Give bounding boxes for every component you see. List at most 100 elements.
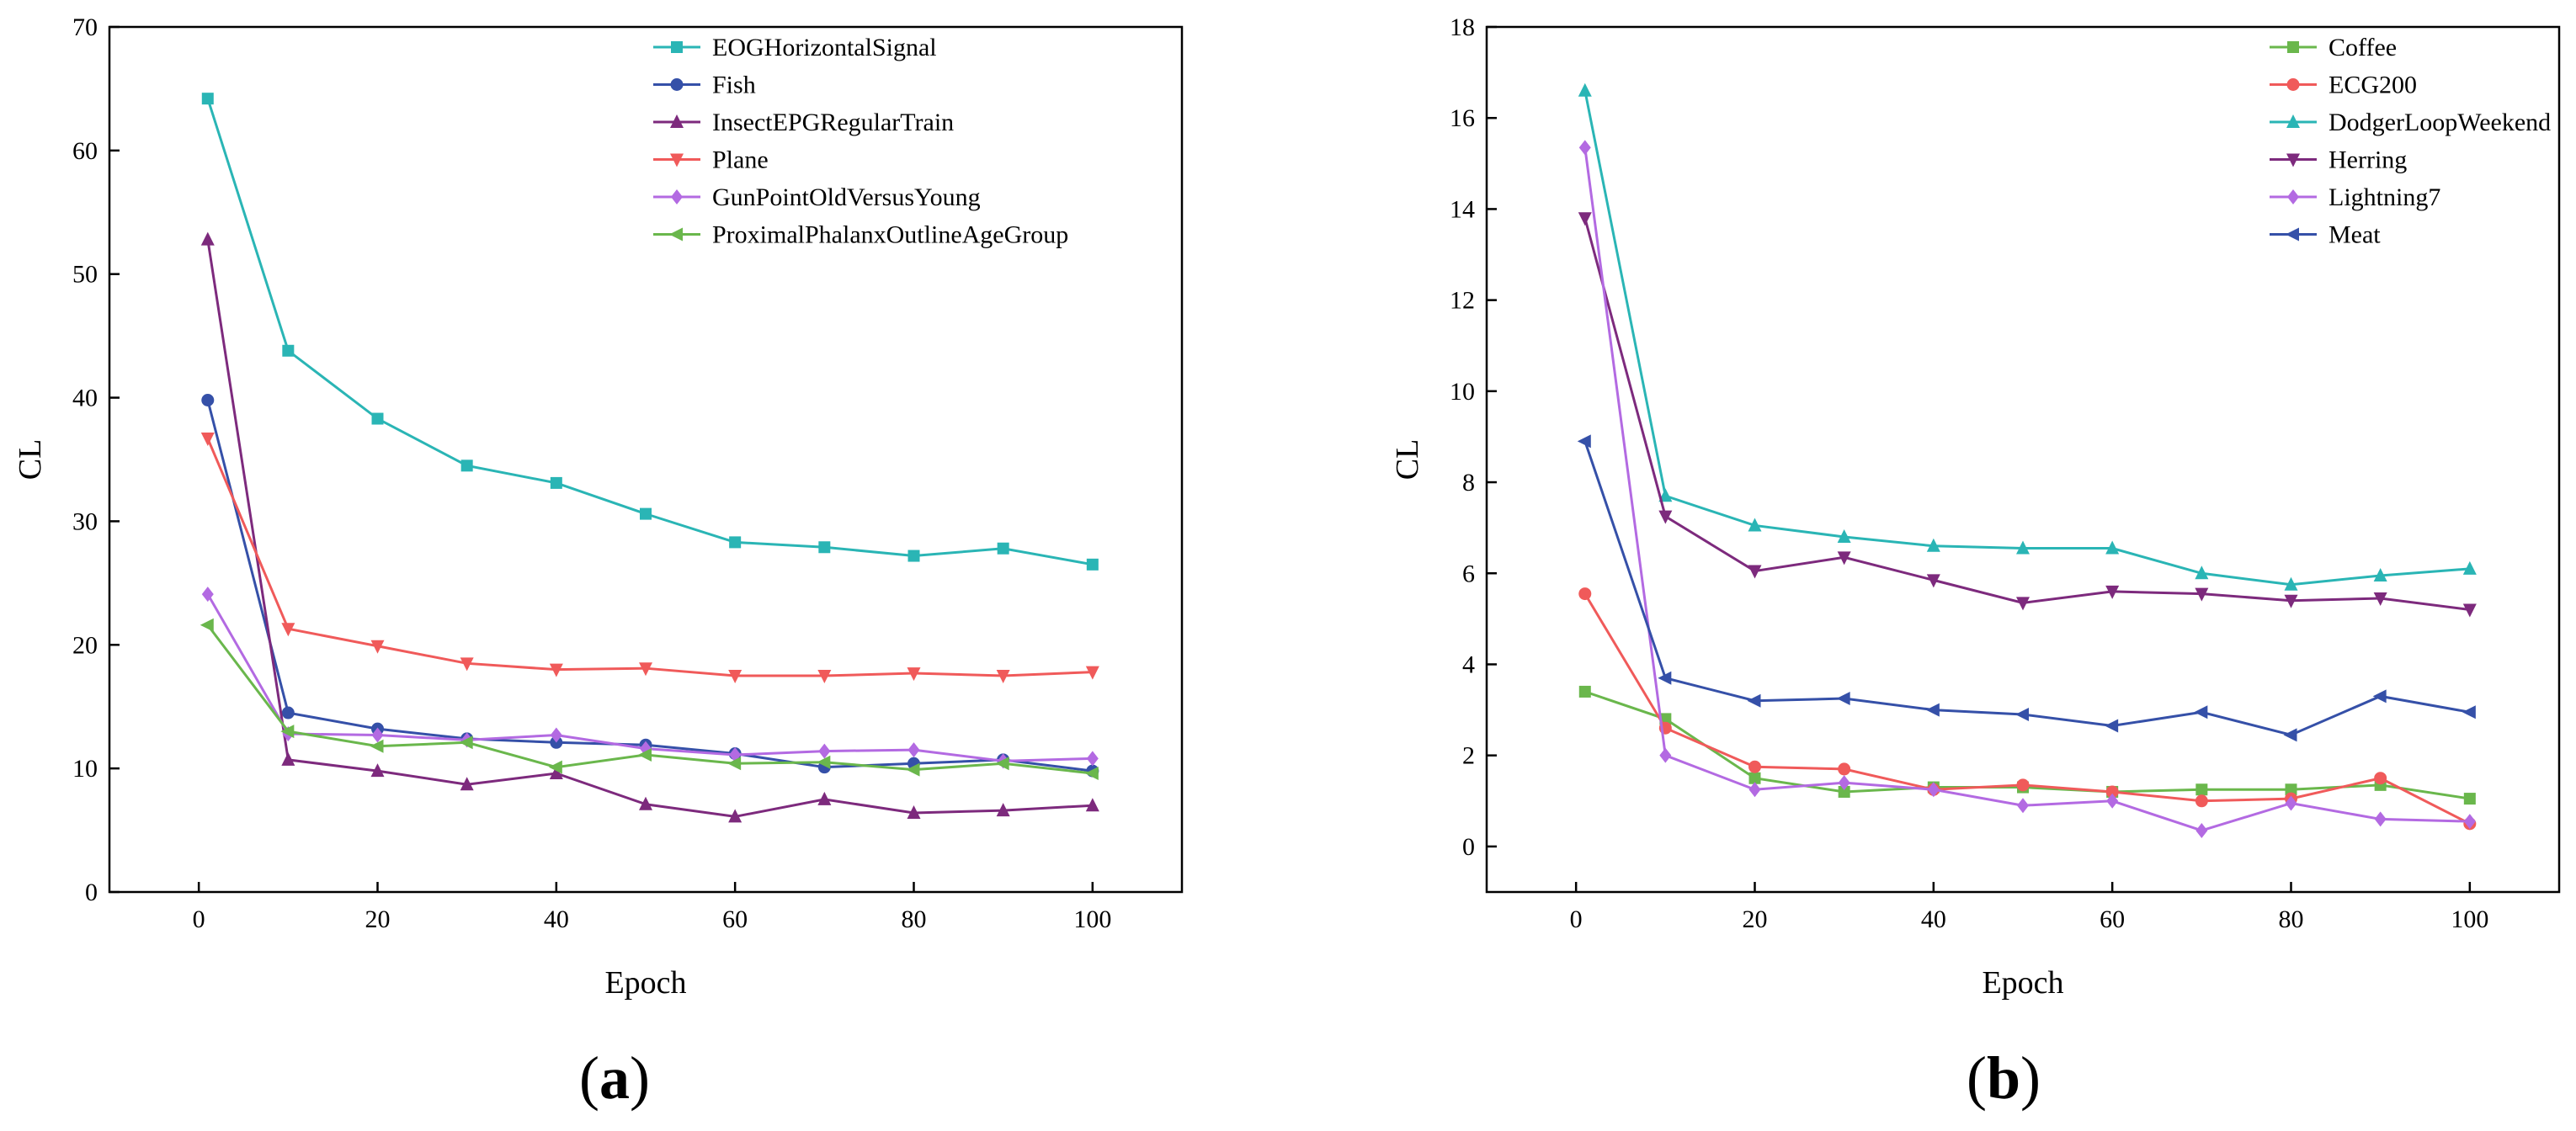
data-point bbox=[370, 763, 385, 778]
data-point bbox=[1838, 785, 1850, 798]
y-axis-label: CL bbox=[1390, 439, 1425, 481]
data-point bbox=[2105, 785, 2119, 799]
legend-marker bbox=[2286, 78, 2300, 91]
legend-entry: EOGHorizontalSignal bbox=[712, 34, 937, 61]
data-point bbox=[907, 667, 921, 682]
data-point bbox=[281, 706, 295, 719]
data-point bbox=[2373, 567, 2387, 581]
data-point bbox=[1926, 538, 1940, 552]
y-tick-label: 70 bbox=[72, 13, 98, 41]
x-tick-label: 60 bbox=[722, 905, 748, 933]
data-point bbox=[818, 541, 831, 554]
data-point bbox=[1748, 518, 1762, 532]
data-point bbox=[1747, 693, 1761, 708]
x-tick-label: 40 bbox=[1921, 905, 1946, 933]
data-point bbox=[728, 809, 742, 823]
panel-label: (a) bbox=[579, 1044, 650, 1112]
data-point bbox=[907, 742, 920, 758]
y-axis-label: CL bbox=[13, 439, 48, 481]
legend-marker bbox=[2286, 114, 2300, 128]
legend-entry: InsectEPGRegularTrain bbox=[712, 109, 954, 136]
panel-label: (b) bbox=[1967, 1044, 2041, 1112]
data-point bbox=[818, 743, 831, 759]
data-point bbox=[459, 735, 473, 750]
data-point bbox=[817, 755, 831, 769]
y-tick-label: 14 bbox=[1450, 195, 1475, 223]
legend-marker bbox=[670, 153, 684, 167]
data-point bbox=[2462, 705, 2476, 719]
y-tick-label: 0 bbox=[1462, 833, 1475, 861]
data-point bbox=[817, 670, 832, 683]
y-tick-label: 16 bbox=[1450, 104, 1475, 132]
legend-entry: Coffee bbox=[2329, 34, 2397, 61]
legend-entry: Meat bbox=[2329, 221, 2381, 249]
data-point bbox=[996, 670, 1010, 683]
series-Lightning7 bbox=[1578, 140, 2476, 838]
series-Plane bbox=[200, 433, 1099, 683]
data-point bbox=[1084, 767, 1099, 781]
data-point bbox=[200, 433, 215, 447]
y-tick-label: 30 bbox=[72, 507, 98, 535]
legend: EOGHorizontalSignal Fish InsectEPGRegularT… bbox=[653, 34, 1068, 249]
y-tick-label: 18 bbox=[1450, 13, 1475, 41]
x-tick-label: 100 bbox=[2451, 905, 2488, 933]
x-tick-label: 80 bbox=[2279, 905, 2304, 933]
data-point bbox=[996, 803, 1010, 817]
data-point bbox=[997, 542, 1009, 555]
series-ProximalPhalanxOutlineAgeGroup bbox=[200, 618, 1099, 781]
data-point bbox=[2373, 592, 2387, 607]
y-tick-label: 2 bbox=[1462, 742, 1475, 770]
legend-marker bbox=[2287, 41, 2299, 53]
data-point bbox=[1086, 558, 1099, 571]
legend-marker bbox=[671, 189, 683, 204]
series-InsectEPGRegularTrain bbox=[200, 231, 1099, 823]
series-line bbox=[1583, 440, 2471, 736]
legend-marker bbox=[2286, 153, 2300, 167]
x-tick-label: 20 bbox=[1743, 905, 1768, 933]
data-point bbox=[460, 459, 473, 472]
data-point bbox=[727, 757, 742, 771]
data-point bbox=[907, 805, 921, 820]
series-Herring bbox=[1578, 212, 2477, 618]
data-point bbox=[2016, 597, 2030, 611]
y-tick-label: 6 bbox=[1462, 560, 1475, 587]
legend-entry: Herring bbox=[2329, 146, 2407, 174]
data-point bbox=[2284, 576, 2298, 591]
data-point bbox=[370, 640, 385, 654]
data-point bbox=[1086, 751, 1099, 767]
data-point bbox=[1578, 587, 1592, 601]
y-tick-label: 10 bbox=[1450, 378, 1475, 406]
series-Meat bbox=[1577, 434, 2476, 742]
plot-frame bbox=[108, 25, 1184, 894]
panel-label-letter: b bbox=[1987, 1044, 2020, 1112]
y-tick-label: 20 bbox=[72, 631, 98, 659]
legend: Coffee ECG200 DodgerLoopWeekend Herring Ligh… bbox=[2270, 34, 2551, 249]
data-point bbox=[549, 766, 563, 780]
y-tick-label: 0 bbox=[85, 879, 98, 906]
data-point bbox=[639, 796, 652, 810]
data-point bbox=[1658, 510, 1673, 524]
x-tick-label: 0 bbox=[1570, 905, 1583, 933]
data-point bbox=[2195, 783, 2208, 796]
legend-entry: DodgerLoopWeekend bbox=[2329, 109, 2551, 136]
panel-label-open: ( bbox=[579, 1044, 599, 1112]
data-point bbox=[1927, 782, 1940, 798]
data-point bbox=[460, 777, 474, 791]
data-point bbox=[1578, 212, 1592, 226]
panel-label-letter: a bbox=[599, 1044, 630, 1112]
panel-label-close: ) bbox=[630, 1044, 650, 1112]
legend-marker bbox=[671, 41, 683, 53]
data-point bbox=[729, 536, 742, 549]
data-point bbox=[282, 344, 295, 357]
legend-marker bbox=[2287, 189, 2299, 204]
data-point bbox=[639, 662, 652, 677]
y-tick-label: 60 bbox=[72, 137, 98, 165]
series-DodgerLoopWeekend bbox=[1578, 82, 2477, 591]
data-point bbox=[1085, 666, 1099, 680]
data-point bbox=[1748, 760, 1761, 773]
data-point bbox=[2195, 587, 2209, 602]
data-point bbox=[201, 587, 214, 603]
legend-marker bbox=[670, 114, 684, 128]
data-point bbox=[1085, 798, 1099, 812]
legend-marker bbox=[669, 227, 683, 242]
